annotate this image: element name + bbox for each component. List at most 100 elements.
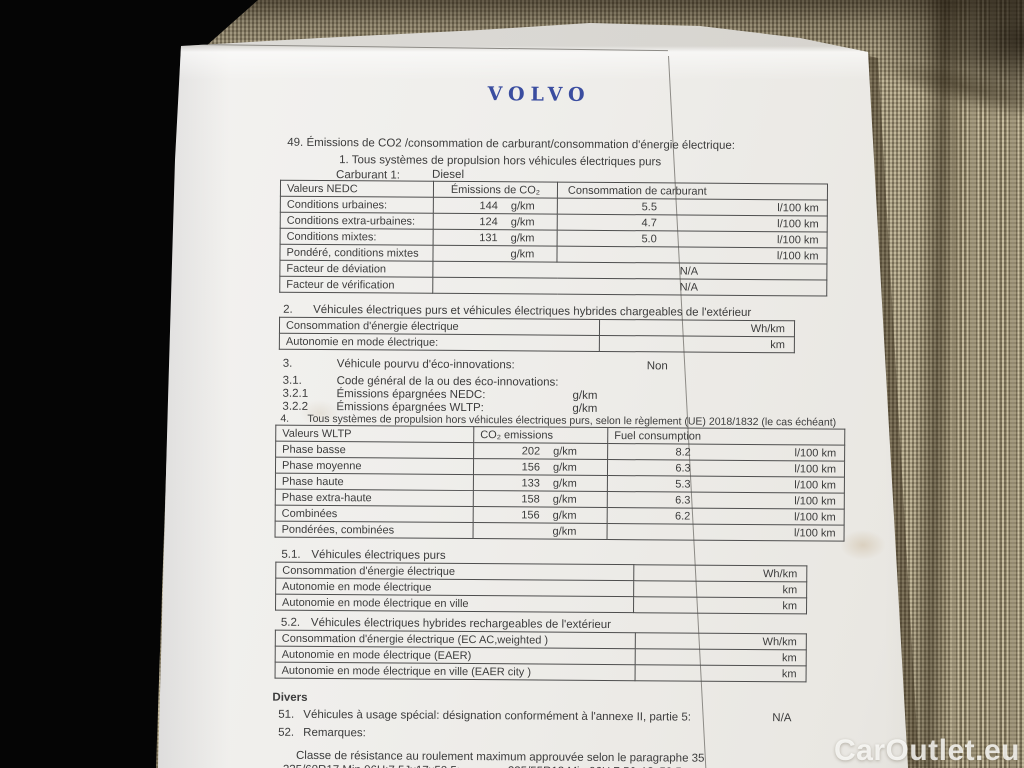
header-label: Valeurs WLTP [275,425,474,443]
table-row: Autonomie en mode électrique: km [279,333,795,353]
row-label: Pondéré, conditions mixtes [279,244,434,262]
item52-number: 52. [278,726,295,739]
section51-title: Véhicules électriques purs [311,548,446,562]
fuel-value: 5.3 [675,477,691,491]
co2-value: 156 [521,508,540,522]
row-unit: Wh/km [633,564,807,582]
eco-number: 3. [282,357,293,370]
fuel-unit: l/100 km [777,217,819,230]
fuel-unit: l/100 km [794,510,836,524]
section51-table: Consommation d'énergie électrique Wh/km … [275,562,807,615]
fuel-unit: l/100 km [776,249,819,262]
co2-unit: g/km [553,445,578,458]
wltp-table: Valeurs WLTP CO₂ emissions Fuel consumpt… [275,425,846,542]
co2-unit: g/km [510,199,535,212]
co2-unit: g/km [552,525,577,538]
nedc-table: Valeurs NEDC Émissions de CO₂ Consommati… [279,180,828,297]
row-label: Pondérées, combinées [275,521,474,539]
item51-value: N/A [772,712,792,725]
tire-spec-1: 235/60R17 Min 96H:7.5Jx17x50.5: [283,764,460,768]
fuel-value: 6.3 [675,493,691,507]
co2-value: 124 [479,215,498,228]
eco-number: 3.2.1 [282,387,309,400]
co2-value: 202 [521,444,541,458]
fuel-unit: l/100 km [777,233,819,246]
header-label: Valeurs NEDC [280,180,434,198]
header-fuel: Consommation de carburant [557,182,828,201]
fuel-value: 6.2 [674,509,691,523]
row-label: Autonomie en mode électrique en ville [275,594,634,613]
co2-value: 156 [521,460,541,474]
row-unit: km [633,580,807,598]
table-row: Autonomie en mode électrique en ville (E… [275,662,807,682]
caroutlet-watermark: CarOutlet.eu [833,734,1020,767]
section52-number: 5.2. [280,616,301,629]
fuel-unit: l/100 km [794,478,836,492]
document-content: VOLVO 49. Émissions de CO2 /consommation… [175,40,880,768]
item52-label: Remarques: [303,726,366,740]
table-row: Facteur de vérification N/A [279,276,827,297]
fuel-value: 5.5 [641,200,658,213]
row-unit: Wh/km [599,319,795,337]
row-label: Conditions extra-urbaines: [280,212,434,230]
co2-unit: g/km [552,493,577,506]
item51-label: Véhicules à usage spécial: désignation c… [303,708,692,724]
co2-value: 131 [479,231,498,244]
na-value: N/A [679,280,699,294]
fuel-value: 4.7 [641,216,657,229]
fuel-value [608,531,758,532]
header-fuel: Fuel consumption [607,427,845,446]
eco-label: Émissions épargnées NEDC: [336,388,486,402]
fuel-value: 8.2 [675,445,691,459]
section49-title: 49. Émissions de CO2 /consommation de ca… [287,136,736,152]
co2-value: 144 [479,199,498,212]
eco-value: g/km [572,389,598,402]
row-unit: km [633,596,807,614]
row-label: Autonomie en mode électrique: [279,333,600,352]
co2-unit: g/km [510,247,535,260]
fuel-unit: l/100 km [794,462,837,476]
row-label: Phase extra-haute [275,489,474,507]
row-unit: km [635,664,807,682]
row-label: Autonomie en mode électrique en ville (E… [275,662,636,681]
row-label: Phase basse [275,441,474,459]
fuel-value [558,254,741,255]
divers-heading: Divers [272,691,308,704]
fuel-unit: l/100 km [794,446,837,460]
table-row: Pondérées, combinées g/km l/100 km [275,521,845,542]
row-label: Facteur de vérification [279,276,433,294]
row-label: Conditions mixtes: [280,228,434,246]
co2-unit: g/km [552,461,577,474]
section52-table: Consommation d'énergie électrique (EC AC… [275,630,807,683]
fuel-unit: l/100 km [777,201,819,214]
table-row: Autonomie en mode électrique en ville km [275,594,807,614]
row-unit: km [635,648,807,666]
co2-unit: g/km [510,215,535,228]
header-co2: Émissions de CO₂ [433,181,558,199]
row-label: Conditions urbaines: [280,196,434,214]
fuel-value: 6.3 [675,461,691,475]
section49-subtitle: 1. Tous systèmes de propulsion hors véhi… [339,154,662,169]
row-label: Facteur de déviation [279,260,433,278]
section2-table: Consommation d'énergie électrique Wh/km … [279,317,795,354]
fuel-unit: l/100 km [793,526,836,540]
co2-value: 133 [521,476,540,490]
eco-label: Véhicule pourvu d'éco-innovations: [336,358,515,372]
eco-number: 3.1. [282,374,302,387]
section51-number: 5.1. [281,548,301,561]
item51-number: 51. [278,708,295,721]
volvo-logo: VOLVO [487,83,591,106]
fuel-unit: l/100 km [794,494,836,508]
row-label: Phase moyenne [275,457,474,475]
co2-value: 158 [521,492,540,506]
co2-unit: g/km [552,509,577,522]
na-value: N/A [679,264,699,278]
row-label: Phase haute [275,473,474,491]
row-unit: km [599,335,795,353]
eco-value: Non [646,360,668,373]
co2-unit: g/km [552,477,577,490]
fuel-value: 5.0 [641,232,657,245]
section2-number: 2. [283,303,293,316]
co2-unit: g/km [510,231,535,244]
